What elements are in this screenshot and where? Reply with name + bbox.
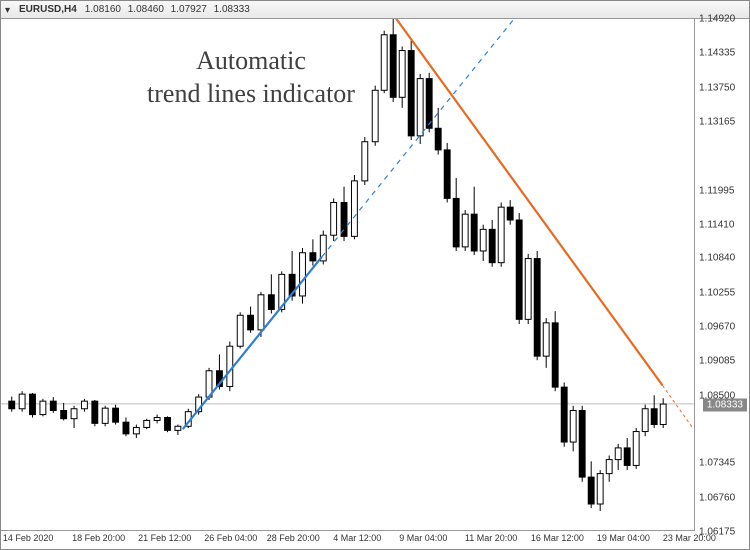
chart-plot-area[interactable]: Automatic trend lines indicator xyxy=(1,19,695,531)
downtrend-solid xyxy=(394,19,663,385)
y-tick-label: 1.07345 xyxy=(699,458,735,469)
dropdown-icon[interactable]: ▾ xyxy=(5,5,15,15)
downtrend-dash xyxy=(662,385,693,429)
chart-header: ▾ EURUSD,H4 1.08160 1.08460 1.07927 1.08… xyxy=(1,1,749,19)
y-tick-label: 1.11410 xyxy=(699,219,734,230)
candlestick-svg xyxy=(1,19,694,530)
y-tick-label: 1.14335 xyxy=(699,48,735,59)
y-tick-label: 1.09670 xyxy=(699,321,735,332)
x-tick-label: 28 Feb 20:00 xyxy=(267,533,320,543)
x-tick-label: 11 Mar 20:00 xyxy=(465,533,517,543)
ohlc-values: 1.08160 1.08460 1.07927 1.08333 xyxy=(85,4,254,15)
x-tick-label: 18 Feb 20:00 xyxy=(72,533,125,543)
x-tick-label: 21 Feb 12:00 xyxy=(138,533,191,543)
y-tick-label: 1.13165 xyxy=(699,116,735,127)
x-tick-label: 9 Mar 04:00 xyxy=(399,533,447,543)
y-tick-label: 1.09085 xyxy=(699,356,735,367)
open-value: 1.08160 xyxy=(85,4,121,15)
y-axis: 1.061751.067601.073451.085001.090851.096… xyxy=(695,19,749,531)
x-tick-label: 16 Mar 12:00 xyxy=(531,533,584,543)
x-tick-label: 26 Feb 04:00 xyxy=(204,533,257,543)
uptrend-dash xyxy=(322,19,514,257)
uptrend-solid xyxy=(183,257,322,429)
x-tick-label: 19 Mar 04:00 xyxy=(597,533,650,543)
y-tick-label: 1.10840 xyxy=(699,253,735,264)
low-value: 1.07927 xyxy=(171,4,207,15)
symbol-label: EURUSD,H4 xyxy=(19,4,77,15)
y-tick-label: 1.11995 xyxy=(699,185,734,196)
y-tick-label: 1.13750 xyxy=(699,82,735,93)
x-axis: 14 Feb 2020 18 Feb 20:00 21 Feb 12:00 26 Fe… xyxy=(1,531,695,549)
x-tick-label: 23 Mar 20:00 xyxy=(663,533,716,543)
x-tick-label: 14 Feb 2020 xyxy=(3,533,54,543)
high-value: 1.08460 xyxy=(128,4,164,15)
y-tick-label: 1.14920 xyxy=(699,14,735,25)
x-tick-label: 4 Mar 12:00 xyxy=(333,533,381,543)
current-price-label: 1.08333 xyxy=(703,399,747,412)
close-value: 1.08333 xyxy=(214,4,250,15)
y-tick-label: 1.10255 xyxy=(699,287,735,298)
y-tick-label: 1.06760 xyxy=(699,492,735,503)
